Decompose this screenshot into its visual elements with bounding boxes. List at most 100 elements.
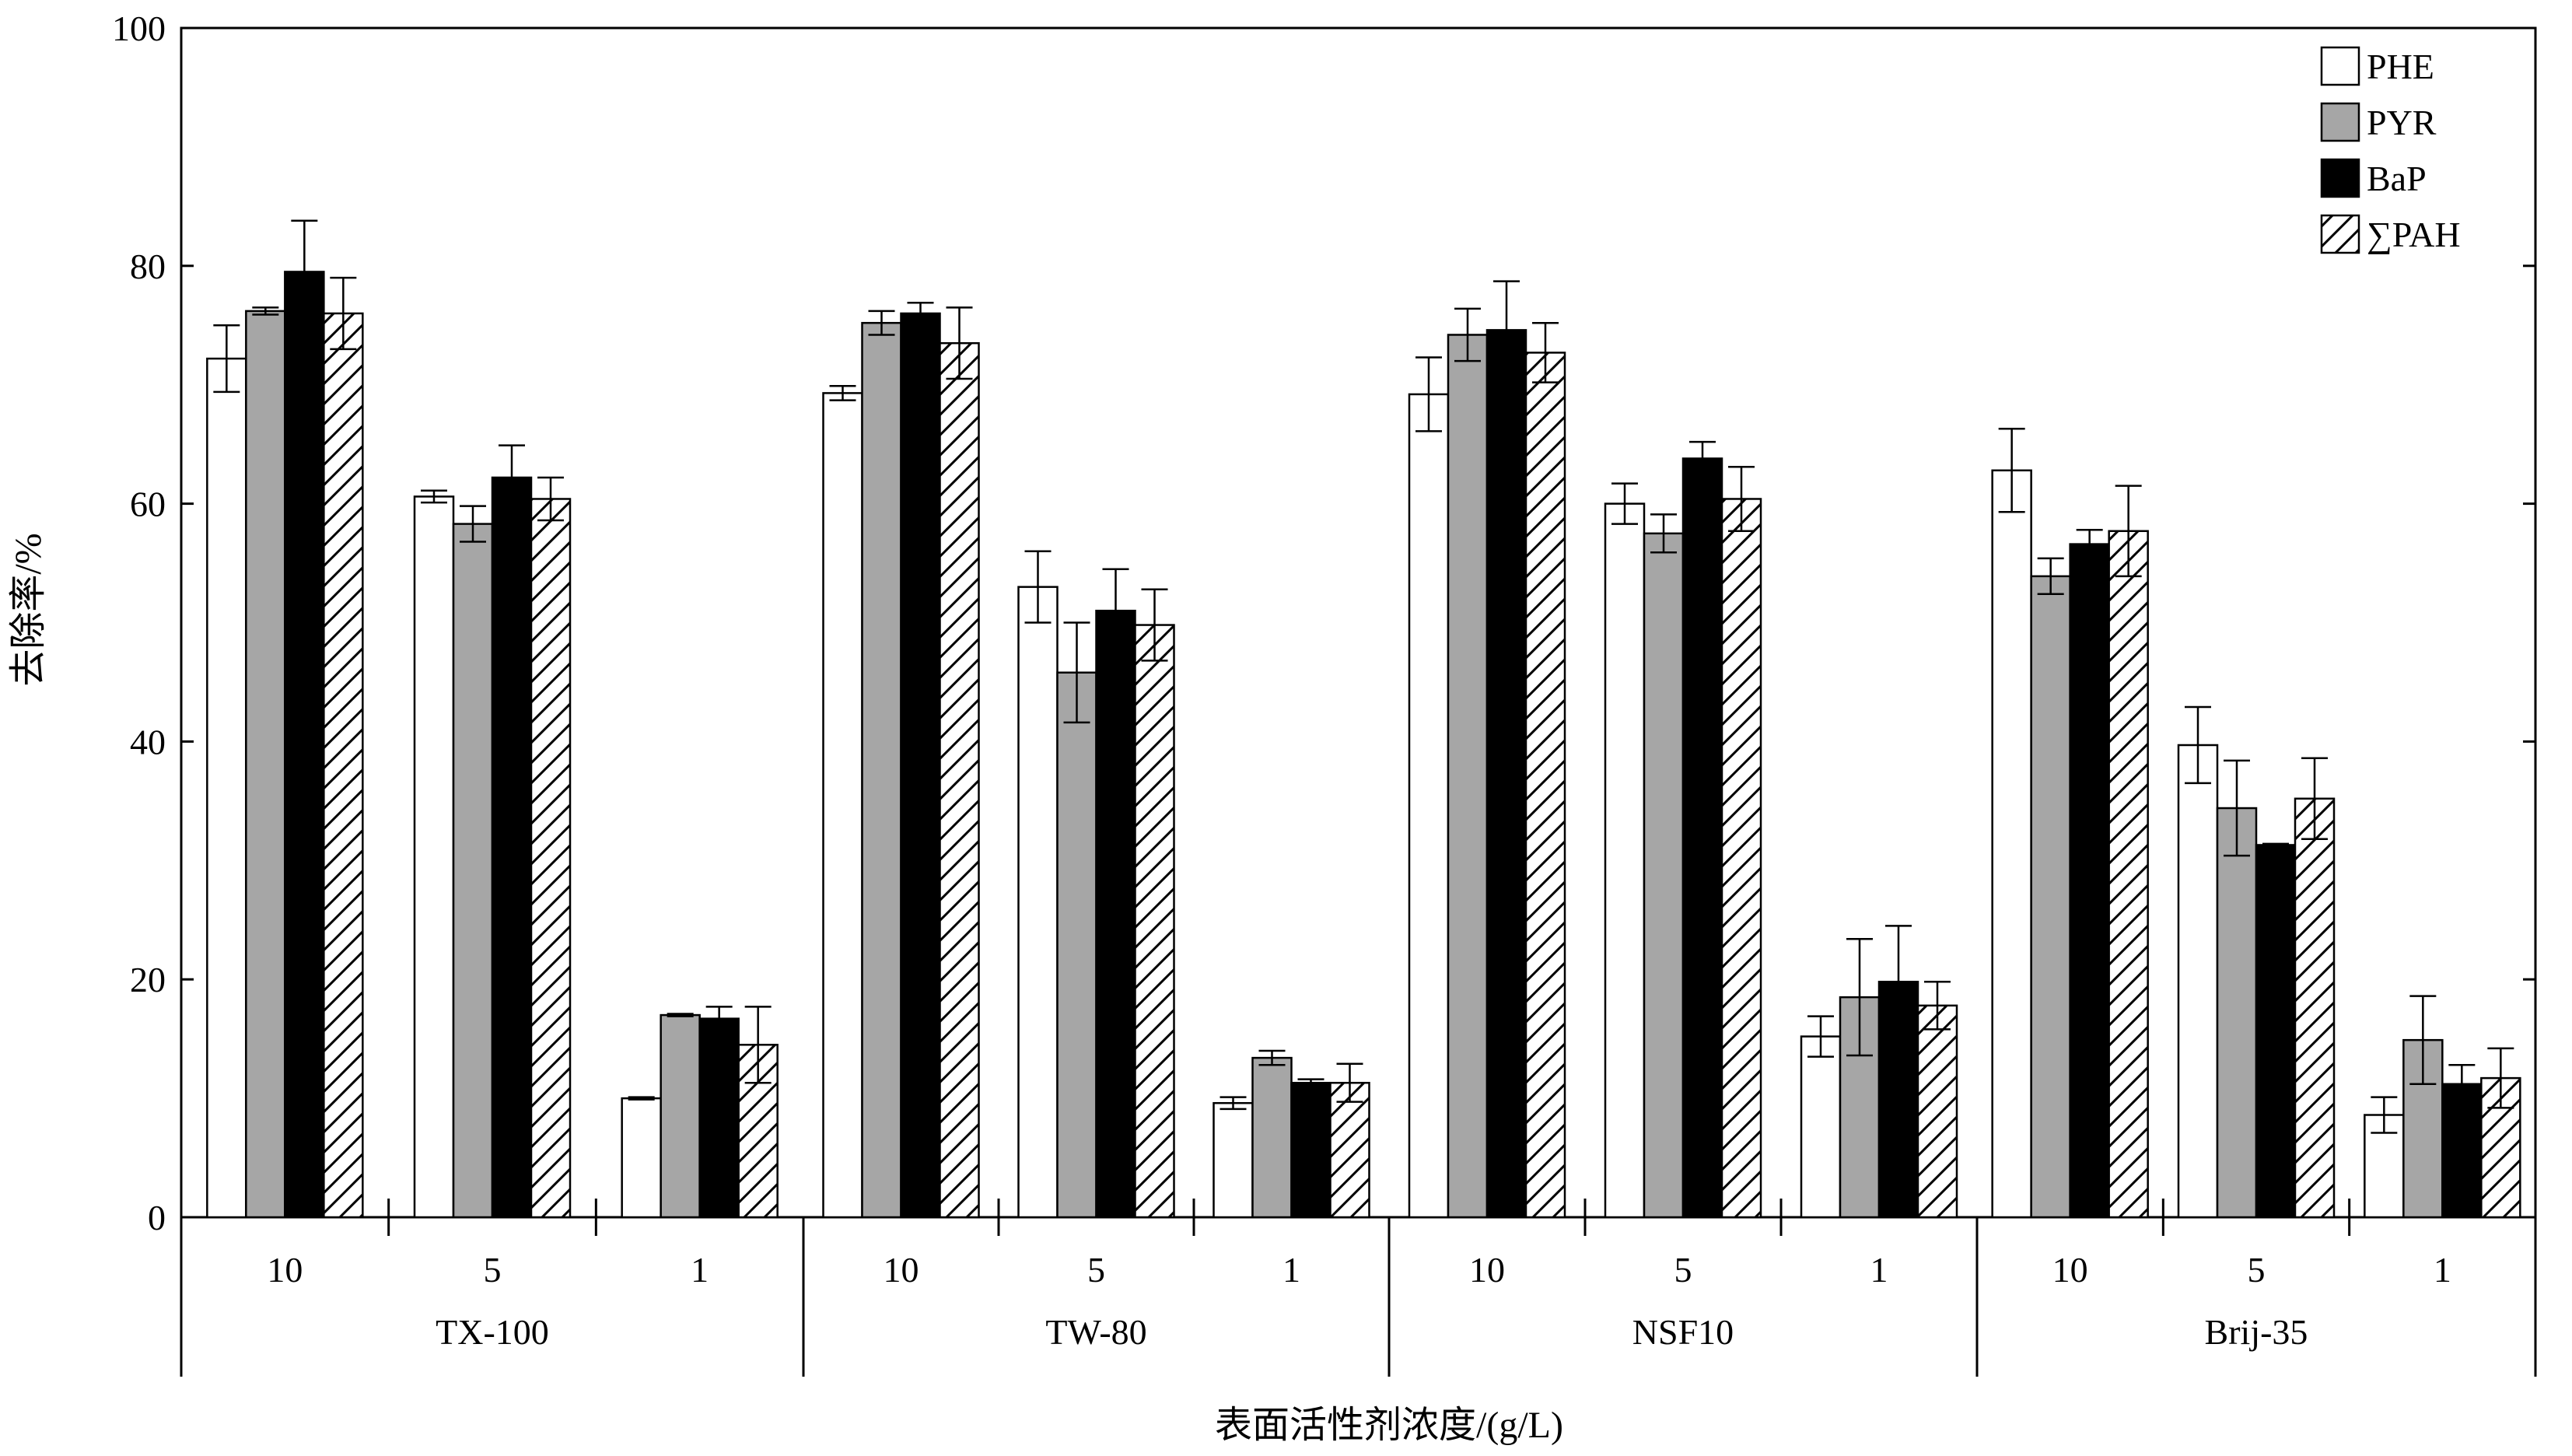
error-bar: [1297, 1078, 1324, 1088]
error-bar: [2224, 759, 2250, 857]
concentration-label: 1: [2434, 1250, 2451, 1290]
error-bar: [291, 219, 318, 324]
y-tick-label: 0: [148, 1198, 166, 1237]
bar-pyr: [2030, 575, 2071, 1219]
surfactant-label: Brij-35: [2205, 1312, 2308, 1352]
error-bar: [1728, 465, 1755, 533]
error-bar: [1063, 621, 1090, 724]
error-bar: [829, 384, 856, 401]
concentration-label: 10: [884, 1250, 919, 1290]
legend-label: PHE: [2367, 47, 2434, 86]
concentration-label: 5: [1087, 1250, 1105, 1290]
bar-pyr: [1056, 671, 1097, 1219]
surfactant-label: TW-80: [1045, 1312, 1146, 1352]
bar-bap: [1290, 1081, 1331, 1219]
error-bar: [1220, 1096, 1247, 1111]
surfactant-label: TX-100: [436, 1312, 549, 1352]
concentration-label: 5: [2248, 1250, 2266, 1290]
error-bar: [2371, 1096, 2398, 1134]
bar-bap: [900, 312, 941, 1219]
error-bar: [330, 276, 357, 351]
bar-pyr: [1643, 532, 1685, 1219]
error-bar: [421, 489, 447, 504]
bar-phe: [1017, 586, 1059, 1219]
error-bar: [1336, 1062, 1363, 1103]
error-bar: [252, 306, 279, 316]
error-bar: [744, 1006, 772, 1084]
bar-bap: [1681, 457, 1723, 1219]
bar-bap: [2255, 844, 2297, 1219]
error-bar: [2448, 1064, 2476, 1104]
bar-pyr: [245, 310, 286, 1219]
legend-label: ∑PAH: [2367, 215, 2461, 254]
bar-bap: [1095, 609, 1136, 1219]
error-bar: [1141, 588, 1168, 662]
bar-pah: [530, 498, 572, 1219]
bar-pah: [1134, 624, 1175, 1219]
y-tick-label: 100: [112, 9, 166, 48]
error-bar: [1650, 513, 1677, 554]
bar-pyr: [452, 523, 494, 1219]
bar-pyr: [1251, 1056, 1293, 1219]
legend-swatch: [2320, 102, 2360, 142]
error-bar: [1024, 550, 1052, 624]
bar-pah: [2108, 530, 2149, 1219]
bar-phe: [1408, 393, 1450, 1219]
bar-phe: [1991, 469, 2032, 1219]
error-bar: [2076, 528, 2103, 560]
error-bar: [1998, 428, 2025, 513]
surfactant-label: NSF10: [1632, 1312, 1734, 1352]
error-bar: [1415, 356, 1442, 432]
y-tick-label: 20: [130, 960, 166, 999]
bar-pyr: [2216, 807, 2258, 1219]
error-bar: [907, 301, 934, 325]
error-bar: [1885, 925, 1912, 1039]
error-bar: [1689, 440, 1716, 477]
legend-swatch: [2320, 158, 2360, 198]
error-bar: [1258, 1049, 1286, 1066]
bar-bap: [491, 476, 533, 1219]
concentration-label: 10: [2052, 1250, 2088, 1290]
error-bar: [667, 1013, 694, 1017]
error-bar: [1924, 981, 1951, 1031]
bar-phe: [2177, 744, 2219, 1219]
bar-pah: [939, 341, 980, 1219]
error-bar: [2409, 995, 2437, 1086]
y-tick-label: 60: [130, 485, 166, 524]
bar-pah: [323, 312, 364, 1219]
error-bar: [499, 444, 525, 511]
legend-swatch: [2320, 214, 2360, 254]
concentration-label: 5: [1674, 1250, 1692, 1290]
concentration-label: 1: [1870, 1250, 1888, 1290]
y-axis: 0 20 40 60 80 100: [112, 9, 2535, 1237]
error-bar: [537, 476, 564, 522]
y-tick-label: 80: [130, 247, 166, 286]
error-bar: [2115, 485, 2142, 578]
bars-layer: [206, 219, 2521, 1219]
bar-phe: [822, 392, 863, 1219]
bar-bap: [2069, 543, 2110, 1219]
bar-pah: [2294, 797, 2336, 1219]
x-axis-label: 表面活性剂浓度/(g/L): [1215, 1405, 1563, 1446]
legend-swatch: [2320, 46, 2360, 86]
bar-phe: [206, 357, 247, 1219]
error-bar: [868, 310, 895, 336]
y-axis-label: 去除率/%: [8, 533, 49, 686]
concentration-label: 1: [691, 1250, 709, 1290]
legend: PHE PYR BaP ∑PAH: [2320, 46, 2461, 254]
error-bar: [1846, 937, 1873, 1057]
bar-bap: [1485, 329, 1527, 1219]
bar-pah: [1916, 1004, 1958, 1219]
concentration-label: 10: [267, 1250, 303, 1290]
error-bar: [1611, 482, 1638, 525]
error-bar: [1454, 307, 1481, 362]
legend-label: BaP: [2367, 159, 2427, 198]
error-bar: [2487, 1047, 2514, 1109]
bar-bap: [2441, 1083, 2483, 1219]
error-bar: [1102, 568, 1129, 653]
error-bar: [1807, 1015, 1834, 1058]
bar-pah: [1524, 352, 1566, 1219]
error-bar: [213, 324, 240, 394]
bar-phe: [1604, 502, 1646, 1219]
